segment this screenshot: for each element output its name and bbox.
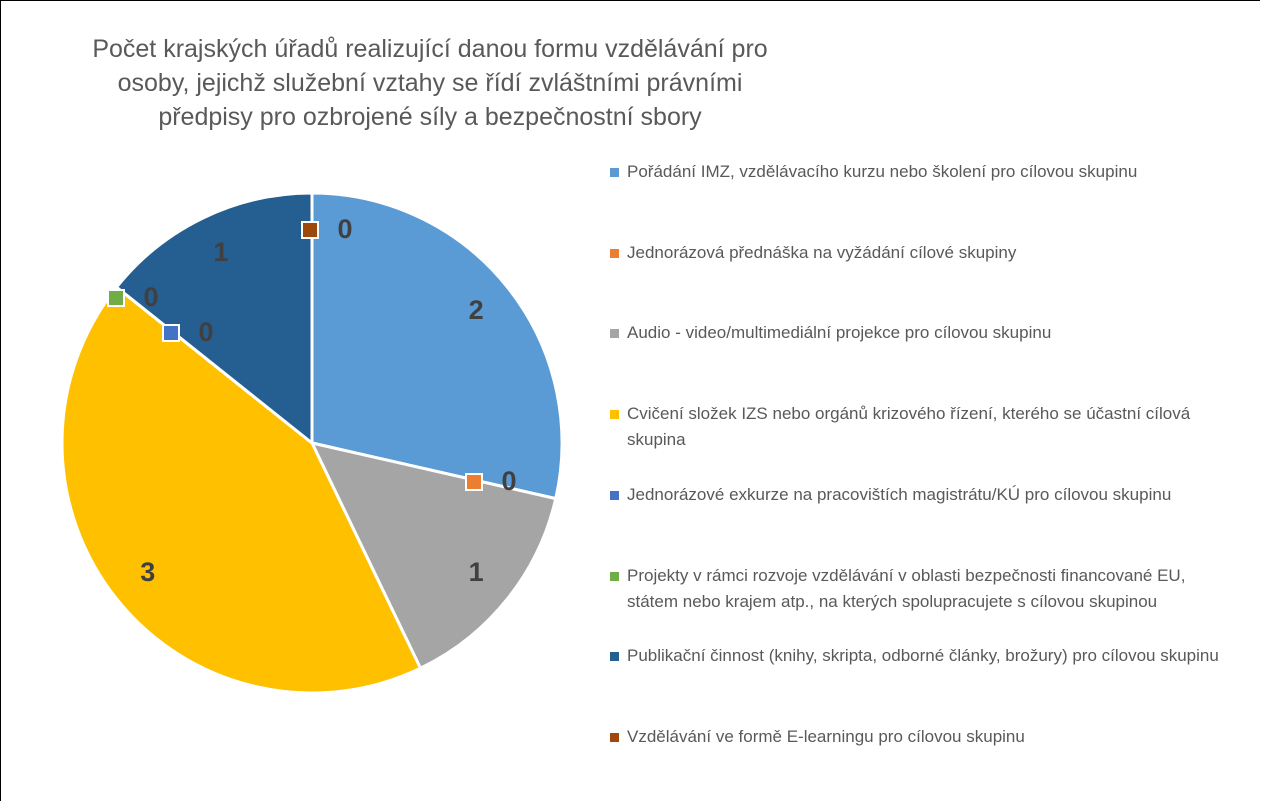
legend-key <box>610 168 619 177</box>
legend-item: Projekty v rámci rozvoje vzdělávání v ob… <box>610 563 1230 615</box>
legend-item: Pořádání IMZ, vzdělávacího kurzu nebo šk… <box>610 159 1230 185</box>
legend-label: Audio - video/multimediální projekce pro… <box>627 323 1052 343</box>
legend-key <box>610 490 619 500</box>
legend-label: Jednorázová přednáška na vyžádání cílové… <box>627 242 1017 262</box>
label-key <box>107 289 125 307</box>
legend-key <box>610 329 619 339</box>
legend-item: Vzdělávání ve formě E-learningu pro cílo… <box>610 724 1230 750</box>
pie-slice <box>310 191 564 501</box>
label-key <box>465 473 483 491</box>
legend-key <box>610 732 619 742</box>
pie-slice <box>60 285 423 695</box>
legend-item: Publikační činnost (knihy, skripta, odbo… <box>610 643 1230 669</box>
data-label: 1 <box>469 557 484 587</box>
legend-label: Projekty v rámci rozvoje vzdělávání v ob… <box>627 565 1186 611</box>
legend-item: Audio - video/multimediální projekce pro… <box>610 320 1230 346</box>
label-key <box>162 324 180 342</box>
chart-title: Počet krajských úřadů realizující danou … <box>92 35 768 131</box>
legend-item: Cvičení složek IZS nebo orgánů krizového… <box>610 401 1230 453</box>
legend-label: Vzdělávání ve formě E-learningu pro cílo… <box>627 726 1025 746</box>
data-label: 0 <box>337 214 352 244</box>
data-label: 3 <box>140 557 155 587</box>
pie-chart: 2 0 1 3 0 0 1 0 <box>60 191 564 695</box>
data-label: 0 <box>143 282 158 312</box>
data-label: 0 <box>198 317 213 347</box>
data-label: 2 <box>469 295 484 325</box>
legend-label: Publikační činnost (knihy, skripta, odbo… <box>627 646 1219 666</box>
legend-label: Jednorázové exkurze na pracovištích magi… <box>627 484 1172 504</box>
pie-slice <box>309 440 558 671</box>
label-key <box>301 221 319 239</box>
data-label: 1 <box>213 237 228 267</box>
pie-slice <box>114 191 314 447</box>
legend-key <box>610 248 619 258</box>
legend-label: Cvičení složek IZS nebo orgánů krizového… <box>627 404 1191 450</box>
legend-label: Pořádání IMZ, vzdělávacího kurzu nebo šk… <box>627 162 1138 181</box>
legend-key <box>610 410 619 420</box>
legend-key <box>610 652 619 662</box>
legend-item: Jednorázové exkurze na pracovištích magi… <box>610 482 1230 508</box>
legend-item: Jednorázová přednáška na vyžádání cílové… <box>610 240 1230 266</box>
data-label: 0 <box>501 466 516 496</box>
legend-key <box>610 571 619 581</box>
